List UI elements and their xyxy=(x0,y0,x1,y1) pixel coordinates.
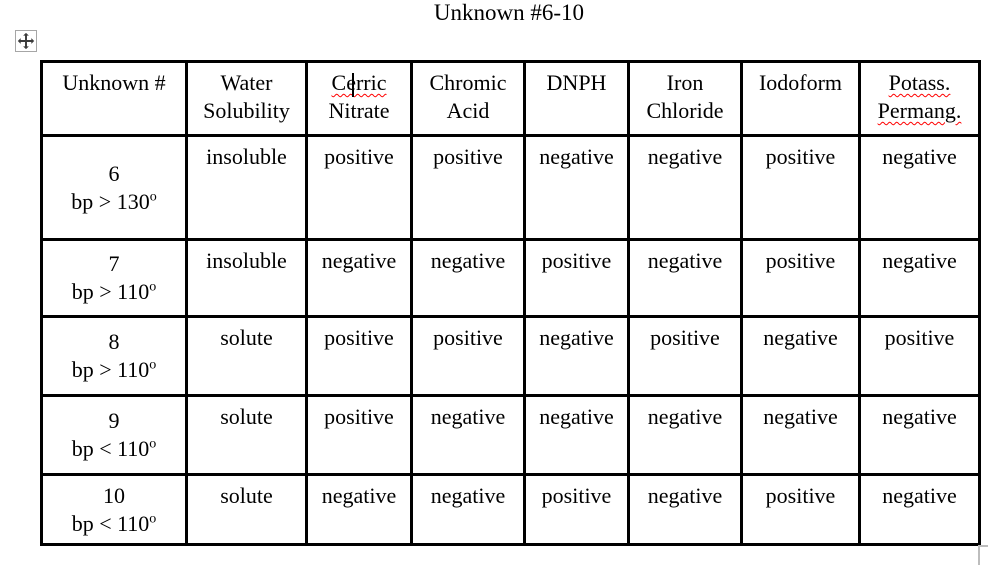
header-label: Iron xyxy=(666,70,704,95)
result-cell[interactable]: positive xyxy=(305,315,413,397)
unknown-number: 6 xyxy=(108,160,120,186)
degree-sign: o xyxy=(149,189,157,205)
table-row: 6 bp > 130o insoluble positive positive … xyxy=(40,134,981,241)
unknown-id-cell[interactable]: 8 bp > 110o xyxy=(40,315,188,397)
result-cell[interactable]: solute xyxy=(185,394,308,476)
boiling-point: bp > 130o xyxy=(71,188,157,214)
page-title[interactable]: Unknown #6-10 xyxy=(433,0,585,25)
boiling-point: bp < 110o xyxy=(71,510,157,536)
boiling-point: bp > 110o xyxy=(71,279,157,304)
result-cell[interactable]: negative xyxy=(305,238,413,318)
header-label: Water xyxy=(220,70,273,95)
result-cell[interactable]: positive xyxy=(305,134,413,241)
result-cell[interactable]: negative xyxy=(410,473,526,546)
unknowns-results-table: Unknown # Water Solubility Cerric Nitrat… xyxy=(40,60,981,546)
result-cell[interactable]: positive xyxy=(740,238,861,318)
degree-sign: o xyxy=(149,357,157,373)
result-cell[interactable]: negative xyxy=(305,473,413,546)
unknown-id-cell[interactable]: 10 bp < 110o xyxy=(40,473,188,546)
header-label: Solubility xyxy=(203,98,290,123)
degree-sign: o xyxy=(149,436,157,452)
header-cell-potass-permang[interactable]: Potass. Permang. xyxy=(858,60,981,137)
table-header-row: Unknown # Water Solubility Cerric Nitrat… xyxy=(40,60,981,137)
result-cell[interactable]: negative xyxy=(858,394,981,476)
header-cell-unknown[interactable]: Unknown # xyxy=(40,60,188,137)
result-cell[interactable]: positive xyxy=(627,315,743,397)
header-cell-chromic-acid[interactable]: Chromic Acid xyxy=(410,60,526,137)
result-cell[interactable]: insoluble xyxy=(185,134,308,241)
result-cell[interactable]: insoluble xyxy=(185,238,308,318)
unknown-id-cell[interactable]: 7 bp > 110o xyxy=(40,238,188,318)
result-cell[interactable]: negative xyxy=(740,394,861,476)
degree-sign: o xyxy=(149,279,157,295)
table-row: 8 bp > 110o solute positive positive neg… xyxy=(40,315,981,397)
result-cell[interactable]: negative xyxy=(410,238,526,318)
result-cell[interactable]: negative xyxy=(858,238,981,318)
table-row: 9 bp < 110o solute positive negative neg… xyxy=(40,394,981,476)
result-cell[interactable]: negative xyxy=(740,315,861,397)
result-cell[interactable]: negative xyxy=(858,134,981,241)
degree-sign: o xyxy=(149,511,157,527)
result-cell[interactable]: positive xyxy=(740,134,861,241)
result-cell[interactable]: solute xyxy=(185,315,308,397)
unknown-number: 8 xyxy=(108,329,120,354)
header-label: Chromic xyxy=(429,70,507,95)
header-label: Nitrate xyxy=(328,98,390,123)
header-label: Chloride xyxy=(646,98,724,123)
result-cell[interactable]: negative xyxy=(627,134,743,241)
boiling-point: bp < 110o xyxy=(71,436,157,461)
header-label: Unknown # xyxy=(62,70,166,95)
table-row: 10 bp < 110o solute negative negative po… xyxy=(40,473,981,546)
header-label: Acid xyxy=(446,98,490,123)
misspelled-word: Cerric xyxy=(331,70,387,95)
move-icon xyxy=(17,32,35,50)
unknown-number: 7 xyxy=(108,251,120,276)
unknown-id-cell[interactable]: 9 bp < 110o xyxy=(40,394,188,476)
text-caret xyxy=(352,73,354,97)
result-cell[interactable]: negative xyxy=(523,315,630,397)
header-label: Iodoform xyxy=(758,70,843,95)
resize-corner-icon[interactable] xyxy=(978,545,988,565)
header-label: Potass. xyxy=(863,69,976,97)
header-cell-water-solubility[interactable]: Water Solubility xyxy=(185,60,308,137)
unknown-id-cell[interactable]: 6 bp > 130o xyxy=(40,134,188,241)
result-cell[interactable]: positive xyxy=(305,394,413,476)
result-cell[interactable]: positive xyxy=(410,134,526,241)
result-cell[interactable]: positive xyxy=(523,238,630,318)
misspelled-word: Permang. xyxy=(877,98,962,123)
unknown-number: 10 xyxy=(103,482,125,508)
header-label: Cerric xyxy=(310,69,408,97)
result-cell[interactable]: negative xyxy=(627,238,743,318)
header-label: DNPH xyxy=(546,70,607,95)
table-move-handle[interactable] xyxy=(15,30,37,52)
result-cell[interactable]: negative xyxy=(523,394,630,476)
result-cell[interactable]: negative xyxy=(627,394,743,476)
result-cell[interactable]: negative xyxy=(627,473,743,546)
header-cell-iron-chloride[interactable]: Iron Chloride xyxy=(627,60,743,137)
header-label: Permang. xyxy=(863,97,976,125)
table-row: 7 bp > 110o insoluble negative negative … xyxy=(40,238,981,318)
misspelled-word: Potass. xyxy=(888,70,951,95)
result-cell[interactable]: negative xyxy=(410,394,526,476)
result-cell[interactable]: negative xyxy=(523,134,630,241)
result-cell[interactable]: positive xyxy=(858,315,981,397)
unknown-number: 9 xyxy=(108,408,120,433)
result-cell[interactable]: positive xyxy=(740,473,861,546)
result-cell[interactable]: positive xyxy=(523,473,630,546)
result-cell[interactable]: positive xyxy=(410,315,526,397)
result-cell[interactable]: negative xyxy=(858,473,981,546)
boiling-point: bp > 110o xyxy=(71,357,157,382)
header-cell-dnph[interactable]: DNPH xyxy=(523,60,630,137)
result-cell[interactable]: solute xyxy=(185,473,308,546)
header-cell-iodoform[interactable]: Iodoform xyxy=(740,60,861,137)
header-cell-cerric-nitrate[interactable]: Cerric Nitrate xyxy=(305,60,413,137)
